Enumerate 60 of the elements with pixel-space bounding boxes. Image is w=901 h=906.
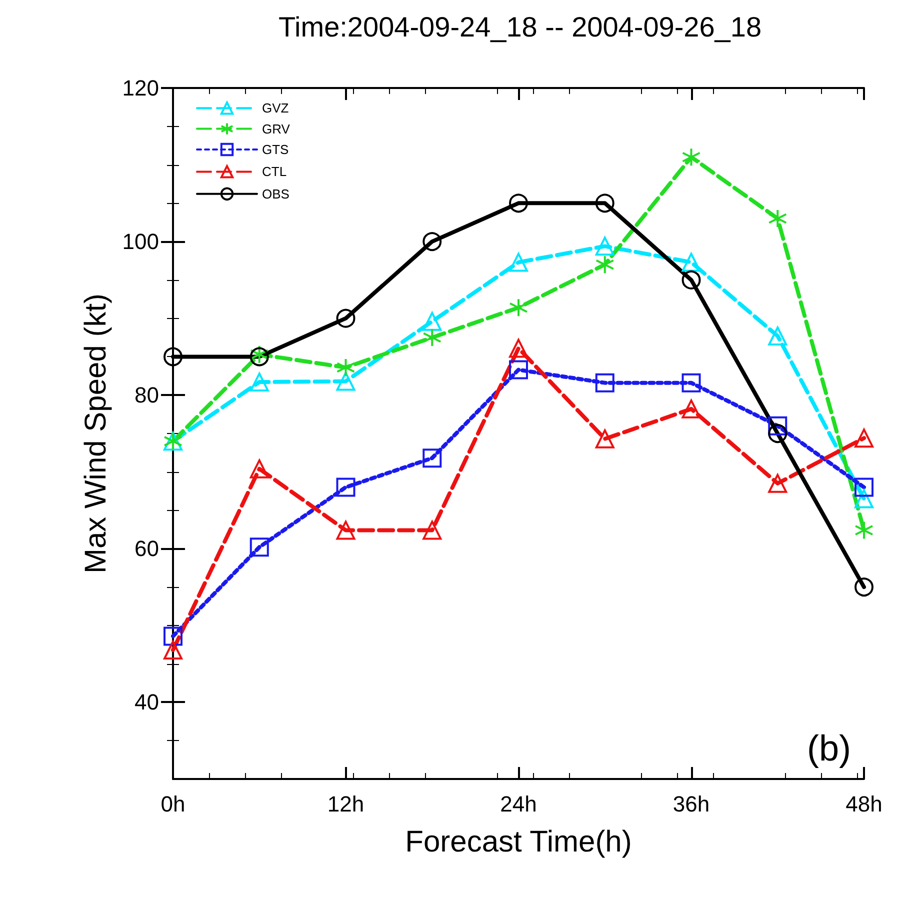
x-axis-title: Forecast Time(h) [405, 826, 632, 858]
point [336, 372, 356, 391]
legend-label: CTL [262, 164, 287, 180]
y-tick-label: 80 [134, 382, 159, 408]
point [854, 489, 874, 508]
point [250, 372, 269, 392]
x-tick-label: 12h [327, 792, 364, 816]
point [854, 578, 874, 597]
point [595, 255, 614, 274]
point [509, 298, 528, 318]
point [768, 474, 788, 493]
point [595, 194, 614, 213]
point [768, 416, 788, 436]
y-tick-label: 60 [134, 536, 159, 562]
legend-label: GTS [262, 142, 290, 157]
y-axis-title: Max Wind Speed (kt) [80, 293, 112, 574]
point [682, 399, 701, 418]
point [336, 478, 356, 497]
y-tick-label: 100 [122, 229, 159, 254]
point [682, 373, 701, 392]
point [422, 232, 442, 252]
point [509, 338, 528, 358]
y-tick-label: 120 [122, 76, 159, 100]
point [422, 328, 442, 348]
chart-title: Time:2004-09-24_18 -- 2004-09-26_18 [278, 12, 762, 42]
point [854, 520, 874, 540]
x-tick-label: 48h [846, 792, 882, 816]
point [422, 448, 442, 468]
legend-label: GRV [262, 121, 290, 136]
point [854, 428, 874, 448]
point [768, 209, 788, 228]
point [509, 360, 528, 380]
point [250, 459, 269, 478]
point [164, 626, 182, 646]
point [595, 236, 614, 256]
point [422, 312, 442, 331]
x-tick-label: 24h [500, 792, 537, 816]
point [336, 308, 356, 328]
point [682, 252, 701, 272]
point [854, 478, 874, 497]
point [336, 520, 356, 540]
point [768, 424, 788, 443]
point [336, 358, 356, 377]
point [422, 520, 442, 540]
x-tick-label: 0h [160, 792, 186, 816]
point [595, 373, 614, 392]
point [509, 252, 528, 272]
point [250, 538, 269, 557]
point [682, 148, 701, 167]
x-tick-label: 36h [672, 792, 710, 816]
point [509, 194, 528, 213]
point [595, 429, 614, 448]
legend-label: GVZ [262, 100, 289, 116]
point [164, 640, 182, 660]
annotation: (b) [807, 728, 851, 768]
point [768, 326, 788, 346]
legend-label: OBS [262, 186, 290, 202]
point [164, 347, 182, 366]
point [682, 270, 701, 290]
y-tick-label: 40 [134, 690, 159, 715]
